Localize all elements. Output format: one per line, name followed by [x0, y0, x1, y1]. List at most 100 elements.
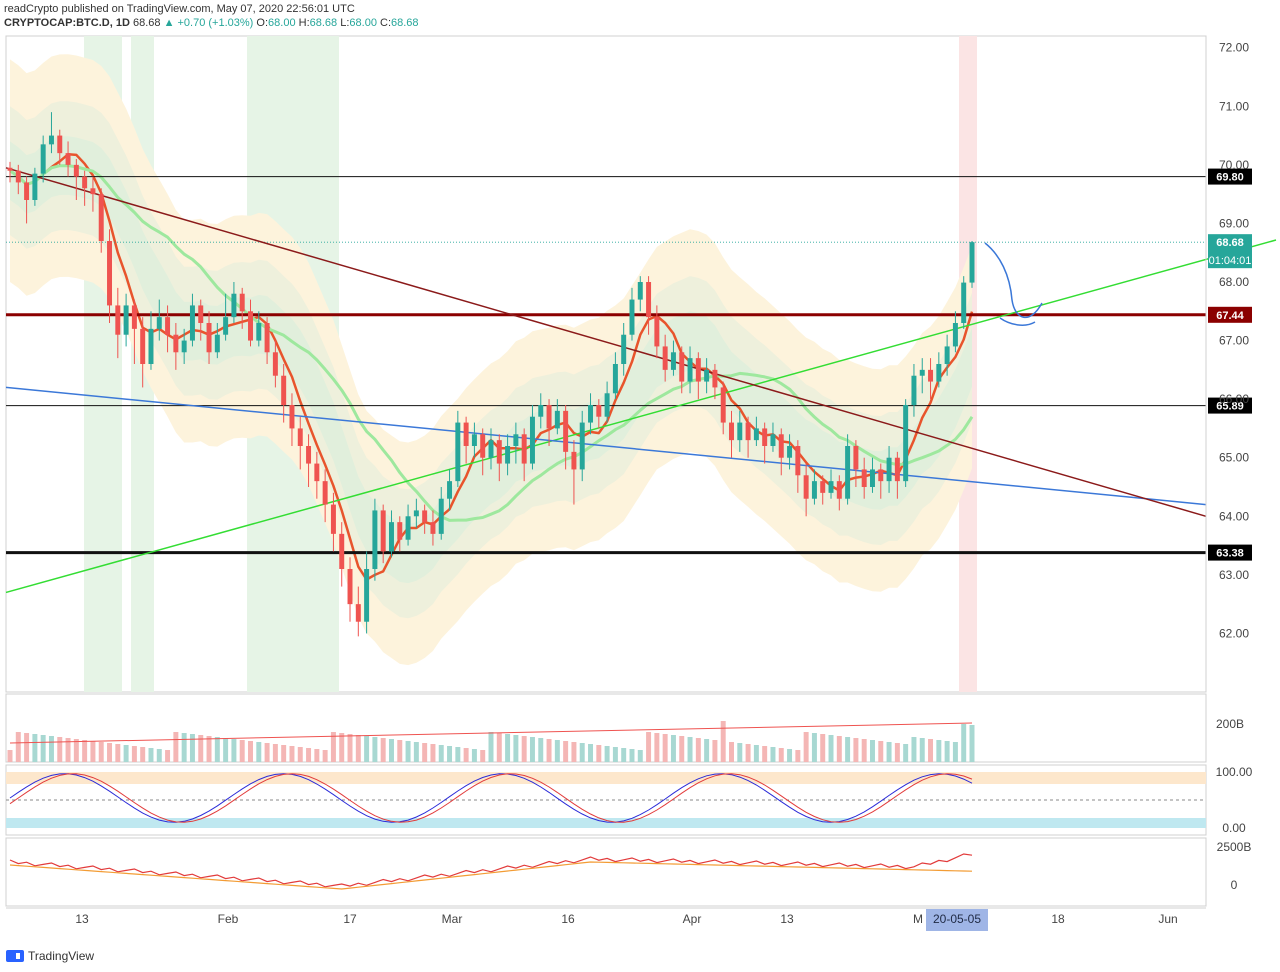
candle-body: [811, 481, 817, 499]
volume-bar: [928, 739, 934, 762]
candle-body: [397, 522, 403, 540]
volume-bar: [820, 734, 826, 762]
volume-bar: [131, 746, 137, 762]
candle-body: [679, 352, 685, 382]
obv-axis-label: 2500B: [1217, 840, 1252, 854]
price-tick-label: 68.00: [1219, 275, 1249, 289]
volume-bar: [355, 735, 361, 762]
candle-body: [828, 481, 834, 493]
candle-body: [729, 422, 734, 441]
volume-bar: [662, 734, 668, 762]
volume-bar: [853, 738, 859, 762]
stoch-overbought-zone: [6, 772, 1206, 784]
candle-body: [596, 405, 602, 417]
volume-bar: [845, 737, 851, 762]
ma-slow-line: [9, 164, 974, 522]
volume-bar: [330, 732, 336, 762]
candle-body: [662, 346, 668, 370]
candle-body: [961, 282, 967, 323]
volume-bar: [529, 737, 535, 762]
candle-body: [214, 334, 220, 353]
volume-bar: [405, 741, 411, 762]
volume-bar: [7, 750, 13, 762]
volume-bar: [156, 749, 162, 762]
candle-body: [496, 440, 502, 464]
price-tick-label: 69.00: [1219, 216, 1249, 230]
candle-body: [455, 422, 461, 482]
candle-body: [861, 469, 867, 487]
time-tick-label: 13: [780, 912, 794, 926]
candle-body: [488, 440, 494, 458]
volume-bar: [712, 740, 718, 762]
cursor-date-label: 20-05-05: [926, 909, 988, 931]
publisher-line: readCrypto published on TradingView.com,…: [4, 3, 355, 15]
candle-body: [480, 434, 486, 458]
volume-bar: [538, 738, 544, 762]
close-value: 68.68: [391, 17, 419, 29]
volume-bar: [729, 742, 734, 762]
volume-bar: [679, 736, 685, 762]
candle-body: [845, 446, 851, 499]
price-tick-label: 72.00: [1219, 41, 1249, 55]
volume-bar: [198, 735, 204, 762]
current-price-label: 68.68 01:04:01: [1208, 234, 1252, 269]
volume-bar: [372, 737, 378, 762]
candle-body: [140, 328, 146, 364]
volume-bar: [24, 733, 30, 762]
volume-bar: [654, 733, 660, 762]
level-label-0: 69.80: [1208, 168, 1252, 185]
volume-bar: [90, 741, 96, 762]
volume-bar: [588, 744, 594, 762]
candle-body: [413, 510, 419, 517]
time-tick-label: Jun: [1158, 912, 1177, 926]
candle-body: [405, 516, 411, 540]
volume-bar: [289, 746, 295, 762]
candle-body: [471, 434, 477, 446]
candle-body: [198, 305, 204, 323]
projection-arrow-drawing: [984, 242, 1043, 326]
low-value: 68.00: [349, 17, 377, 29]
stoch-axis-label: 100.00: [1216, 765, 1253, 779]
candle-body: [388, 522, 394, 552]
volume-bar: [621, 748, 627, 762]
volume-bar: [264, 743, 270, 762]
candle-body: [787, 446, 793, 458]
candle-body: [563, 410, 569, 452]
volume-bar: [413, 742, 419, 762]
candle-body: [32, 173, 38, 200]
volume-bar: [811, 733, 817, 762]
candle-body: [463, 422, 469, 446]
volume-bar: [505, 734, 511, 762]
volume-bar: [223, 738, 229, 762]
time-tick-label: Mar: [442, 912, 463, 926]
candle-body: [695, 358, 701, 382]
symbol-info: CRYPTOCAP:BTC.D, 1D 68.68 ▲ +0.70 (+1.03…: [4, 17, 419, 29]
volume-bar: [936, 740, 942, 762]
candle-body: [107, 241, 113, 306]
volume-bar: [762, 746, 768, 762]
candle-body: [148, 328, 154, 364]
candle-body: [886, 457, 892, 482]
volume-bar: [778, 748, 784, 762]
volume-bar: [32, 734, 38, 762]
candle-body: [239, 293, 245, 312]
volume-bar: [73, 739, 79, 762]
price-tick-label: 65.00: [1219, 451, 1249, 465]
volume-bar: [272, 744, 278, 762]
darkred-trendline: [5, 167, 1207, 518]
volume-bar: [15, 732, 21, 762]
candle-body: [894, 457, 900, 482]
volume-bar: [231, 739, 237, 762]
stoch-k-line: [9, 773, 973, 823]
volume-bar: [206, 736, 212, 762]
candle-body: [745, 422, 751, 441]
candle-body: [272, 352, 278, 376]
volume-bar: [737, 743, 743, 762]
volume-bar: [471, 749, 477, 762]
volume-bar: [256, 742, 262, 762]
candle-body: [73, 164, 79, 177]
volume-bar: [521, 736, 527, 762]
volume-bar: [322, 750, 328, 762]
candle-body: [430, 522, 436, 534]
